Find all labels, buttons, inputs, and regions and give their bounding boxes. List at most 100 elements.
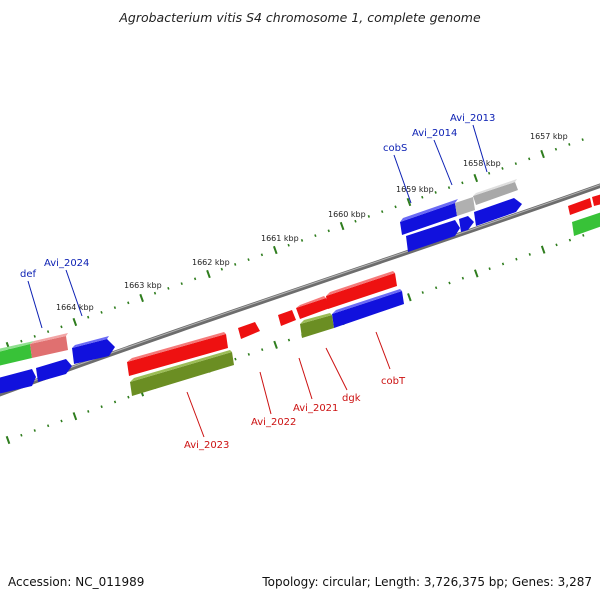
minor-tick [421, 291, 424, 294]
reverse-strand-genes [127, 271, 404, 396]
minor-tick [247, 258, 250, 262]
minor-tick [193, 277, 197, 281]
minor-tick [46, 330, 50, 334]
minor-tick [153, 291, 157, 295]
gene-block-top [30, 333, 68, 344]
minor-tick [220, 267, 223, 271]
leader-line [186, 391, 205, 438]
minor-tick [127, 301, 130, 305]
minor-tick [554, 147, 558, 151]
minor-tick [314, 234, 317, 238]
gene-block[interactable] [36, 359, 72, 382]
gene-block[interactable] [326, 273, 397, 309]
minor-tick [287, 338, 291, 342]
gene-block-top [130, 350, 232, 382]
gene-label-avi-2022[interactable]: Avi_2022 [251, 417, 296, 428]
gene-block[interactable] [572, 212, 600, 236]
gene-block-def[interactable] [30, 336, 68, 358]
gene-block-avi-2013[interactable] [473, 182, 518, 205]
gene-block[interactable] [130, 352, 234, 396]
label-leaders [27, 124, 488, 438]
gene-labels: def Avi_2024 cobS Avi_2014 Avi_2013 Avi_… [20, 113, 495, 451]
leader-line [375, 331, 391, 370]
minor-tick [261, 348, 264, 351]
minor-tick [582, 233, 585, 237]
gene-block[interactable] [568, 198, 592, 215]
minor-tick [394, 205, 397, 209]
gene-block-top [0, 341, 34, 352]
minor-tick [461, 276, 465, 280]
major-tick [273, 340, 278, 349]
gene-block-top [326, 271, 395, 296]
leader-line [433, 139, 453, 186]
minor-tick [421, 195, 424, 199]
gene-block-dgk[interactable] [300, 315, 334, 338]
major-tick [473, 269, 479, 278]
gene-block-avi-2021[interactable] [278, 310, 296, 326]
gene-block[interactable] [406, 220, 460, 252]
gene-block-avi-2024[interactable] [72, 339, 115, 364]
genome-summary-text: Topology: circular; Length: 3,726,375 bp… [261, 575, 592, 589]
minor-tick [33, 429, 36, 432]
minor-tick [46, 424, 50, 428]
outer-tick-ring [5, 138, 584, 351]
minor-tick [167, 287, 170, 290]
minor-tick [300, 239, 304, 242]
major-tick [72, 412, 78, 421]
gene-label-avi-2013[interactable]: Avi_2013 [450, 113, 495, 124]
gene-label-def[interactable]: def [20, 269, 37, 280]
minor-tick [354, 219, 357, 223]
scale-label: 1657 kbp [530, 132, 568, 141]
minor-tick [501, 167, 504, 170]
minor-tick [87, 410, 90, 413]
leader-line [259, 371, 272, 415]
gene-block-avi-2014[interactable] [455, 197, 475, 216]
minor-tick [287, 243, 290, 247]
gene-block-top [400, 199, 458, 222]
gene-label-avi-2014[interactable]: Avi_2014 [412, 128, 457, 139]
gene-block-top [332, 289, 402, 314]
chromosome-backbone [0, 183, 600, 397]
gene-block-cobt[interactable] [332, 291, 404, 328]
gene-label-dgk[interactable]: dgk [342, 393, 361, 404]
gene-block[interactable] [0, 369, 36, 394]
gene-label-avi-2024[interactable]: Avi_2024 [44, 258, 89, 269]
gene-block[interactable] [474, 198, 522, 226]
minor-tick [448, 281, 451, 285]
gene-label-cobs[interactable]: cobS [383, 143, 407, 154]
gene-block[interactable] [459, 216, 474, 232]
accession-text: Accession: NC_011989 [8, 575, 144, 589]
minor-tick [20, 433, 23, 437]
major-tick [5, 435, 11, 445]
major-tick [407, 293, 412, 302]
minor-tick [568, 143, 571, 146]
scale-label: 1660 kbp [328, 210, 366, 219]
major-tick [473, 173, 479, 183]
minor-tick [434, 286, 438, 290]
gene-block[interactable] [296, 298, 330, 319]
major-tick [540, 245, 546, 254]
minor-tick [528, 157, 531, 161]
scale-label: 1664 kbp [56, 303, 94, 312]
gene-label-avi-2023[interactable]: Avi_2023 [184, 440, 229, 451]
chromosome-backbone-highlight [0, 184, 600, 394]
minor-tick [100, 311, 103, 314]
minor-tick [461, 181, 464, 185]
gene-label-avi-2021[interactable]: Avi_2021 [293, 403, 338, 414]
leader-line [393, 154, 412, 204]
major-tick [272, 245, 278, 255]
leader-line [472, 124, 488, 173]
gene-block-avi-2023[interactable] [127, 334, 228, 376]
forward-strand-genes [0, 179, 600, 394]
gene-block-cobs[interactable] [400, 203, 457, 235]
gene-block[interactable] [0, 344, 32, 366]
gene-block-avi-2022[interactable] [238, 322, 260, 339]
leader-line [298, 357, 313, 400]
minor-tick [501, 262, 505, 266]
gene-block[interactable] [592, 194, 600, 206]
minor-tick [87, 315, 90, 319]
major-tick [406, 197, 412, 207]
gene-block-top [72, 336, 109, 348]
gene-label-cobt[interactable]: cobT [381, 376, 406, 387]
